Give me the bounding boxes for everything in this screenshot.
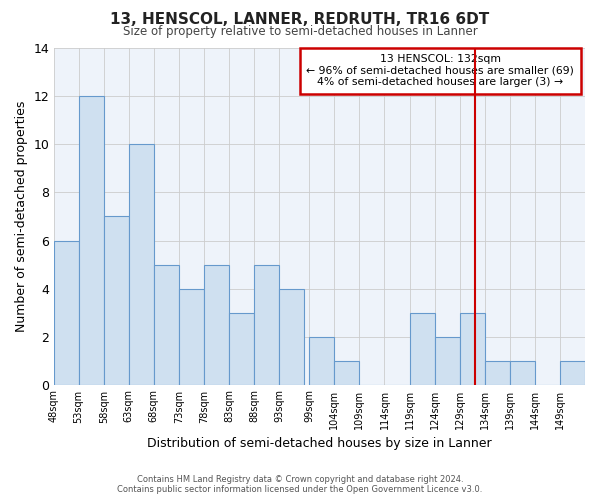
- Bar: [510, 361, 535, 385]
- Text: Contains HM Land Registry data © Crown copyright and database right 2024.
Contai: Contains HM Land Registry data © Crown c…: [118, 474, 482, 494]
- Bar: [334, 361, 359, 385]
- Text: 13, HENSCOL, LANNER, REDRUTH, TR16 6DT: 13, HENSCOL, LANNER, REDRUTH, TR16 6DT: [110, 12, 490, 28]
- Bar: [204, 264, 229, 385]
- Bar: [254, 264, 279, 385]
- Text: Size of property relative to semi-detached houses in Lanner: Size of property relative to semi-detach…: [122, 25, 478, 38]
- Bar: [279, 289, 304, 385]
- Text: 13 HENSCOL: 132sqm
← 96% of semi-detached houses are smaller (69)
4% of semi-det: 13 HENSCOL: 132sqm ← 96% of semi-detache…: [307, 54, 574, 88]
- Bar: [53, 240, 79, 385]
- Bar: [485, 361, 510, 385]
- Bar: [154, 264, 179, 385]
- Bar: [129, 144, 154, 385]
- Bar: [79, 96, 104, 385]
- Bar: [560, 361, 585, 385]
- Bar: [460, 313, 485, 385]
- Bar: [309, 337, 334, 385]
- Bar: [410, 313, 434, 385]
- Bar: [434, 337, 460, 385]
- Bar: [104, 216, 129, 385]
- Y-axis label: Number of semi-detached properties: Number of semi-detached properties: [15, 100, 28, 332]
- Bar: [179, 289, 204, 385]
- Bar: [229, 313, 254, 385]
- X-axis label: Distribution of semi-detached houses by size in Lanner: Distribution of semi-detached houses by …: [147, 437, 491, 450]
